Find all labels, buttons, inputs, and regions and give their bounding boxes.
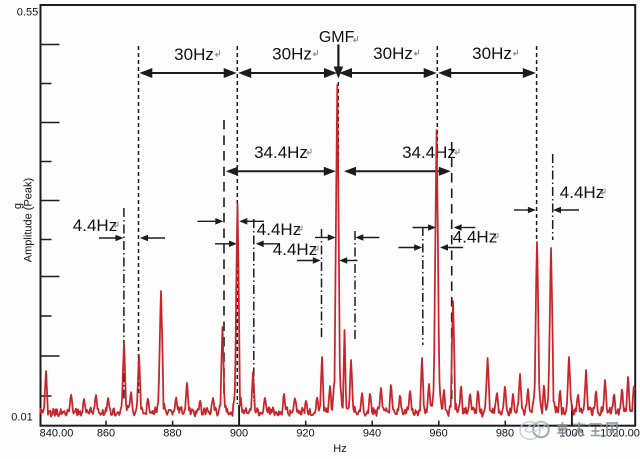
svg-text:900: 900 <box>230 428 248 440</box>
svg-text:980: 980 <box>496 428 514 440</box>
svg-text:30Hz: 30Hz <box>174 45 214 64</box>
svg-text:860: 860 <box>97 428 115 440</box>
svg-text:30Hz: 30Hz <box>272 45 312 64</box>
svg-text:Hz: Hz <box>333 443 346 455</box>
svg-text:4.4Hz: 4.4Hz <box>273 240 317 259</box>
svg-text:GMF: GMF <box>319 29 355 46</box>
svg-text:4.4Hz: 4.4Hz <box>560 183 604 202</box>
svg-text:g: g <box>12 203 24 209</box>
svg-text:34.4Hz: 34.4Hz <box>402 143 456 162</box>
svg-text:30Hz: 30Hz <box>472 44 512 63</box>
svg-text:960: 960 <box>429 428 447 440</box>
svg-text:30Hz: 30Hz <box>373 44 413 63</box>
svg-text:1020.00: 1020.00 <box>600 428 640 440</box>
svg-text:4.4Hz: 4.4Hz <box>453 228 497 247</box>
svg-text:0.55: 0.55 <box>17 7 38 19</box>
svg-text:940: 940 <box>363 428 381 440</box>
svg-text:920: 920 <box>296 428 314 440</box>
svg-text:880: 880 <box>163 428 181 440</box>
svg-text:34.4Hz: 34.4Hz <box>254 143 308 162</box>
svg-text:840.00: 840.00 <box>40 428 74 440</box>
svg-text:Amplitude (Peak): Amplitude (Peak) <box>23 178 35 262</box>
svg-text:4.4Hz: 4.4Hz <box>257 220 301 239</box>
svg-text:4.4Hz: 4.4Hz <box>73 216 117 235</box>
svg-text:0.01: 0.01 <box>11 412 32 424</box>
